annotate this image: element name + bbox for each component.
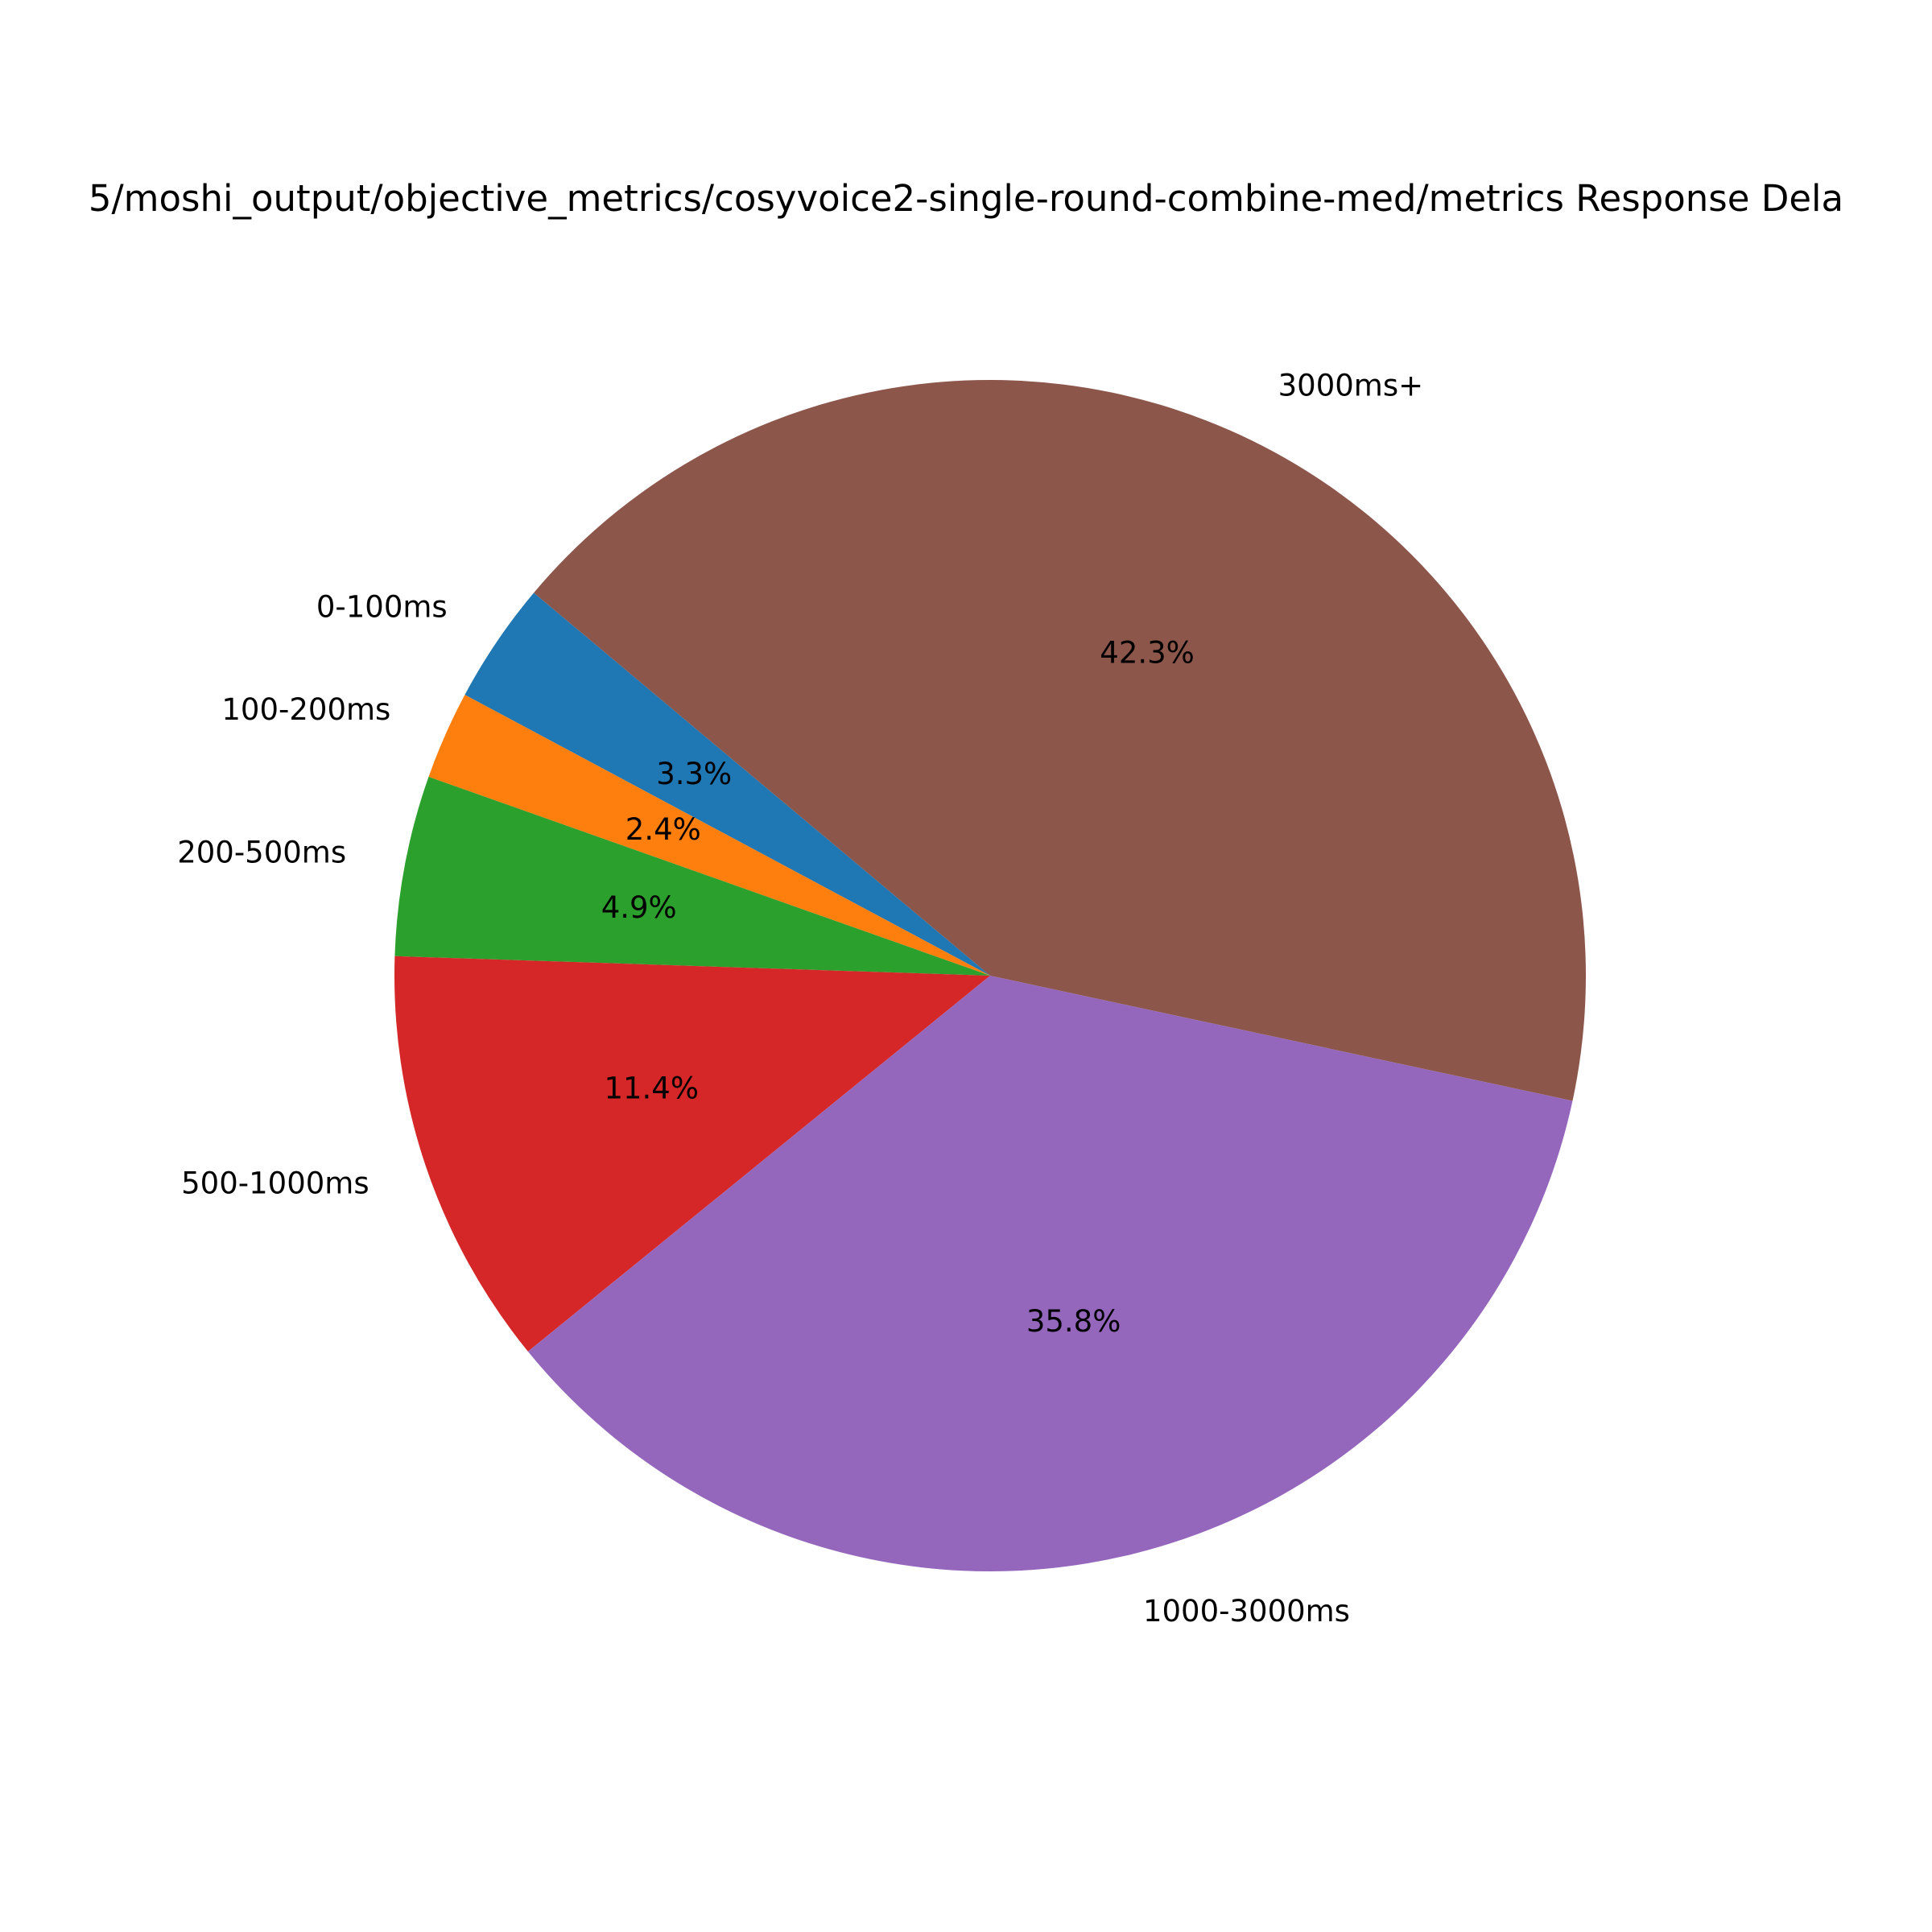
- percentage-label: 42.3%: [1100, 636, 1195, 671]
- percentage-label: 11.4%: [604, 1071, 699, 1105]
- pie-slice-3000ms-: [534, 379, 1586, 1101]
- category-label: 200-500ms: [177, 836, 346, 870]
- pie-labels: 0-100ms 3.3% 100-200ms 2.4% 200-500ms 4.9% 500…: [177, 368, 1423, 1629]
- category-label: 1000-3000ms: [1143, 1594, 1350, 1629]
- pie-slice-500-1000ms: [394, 956, 990, 1352]
- percentage-label: 35.8%: [1026, 1304, 1121, 1339]
- pie-slices: [394, 379, 1586, 1571]
- pie-slice-100-200ms: [428, 695, 990, 976]
- pie-slice-0-100ms: [464, 592, 990, 976]
- chart-title: 5/moshi_output/objective_metrics/cosyvoi…: [89, 177, 1843, 220]
- percentage-label: 4.9%: [601, 890, 677, 925]
- pie-slice-1000-3000ms: [527, 976, 1573, 1571]
- category-label: 3000ms+: [1278, 368, 1423, 402]
- percentage-label: 3.3%: [656, 757, 732, 791]
- percentage-label: 2.4%: [625, 812, 701, 847]
- pie-slice-200-500ms: [394, 776, 990, 976]
- category-label: 0-100ms: [316, 590, 448, 625]
- category-label: 100-200ms: [221, 692, 390, 727]
- category-label: 500-1000ms: [181, 1166, 369, 1200]
